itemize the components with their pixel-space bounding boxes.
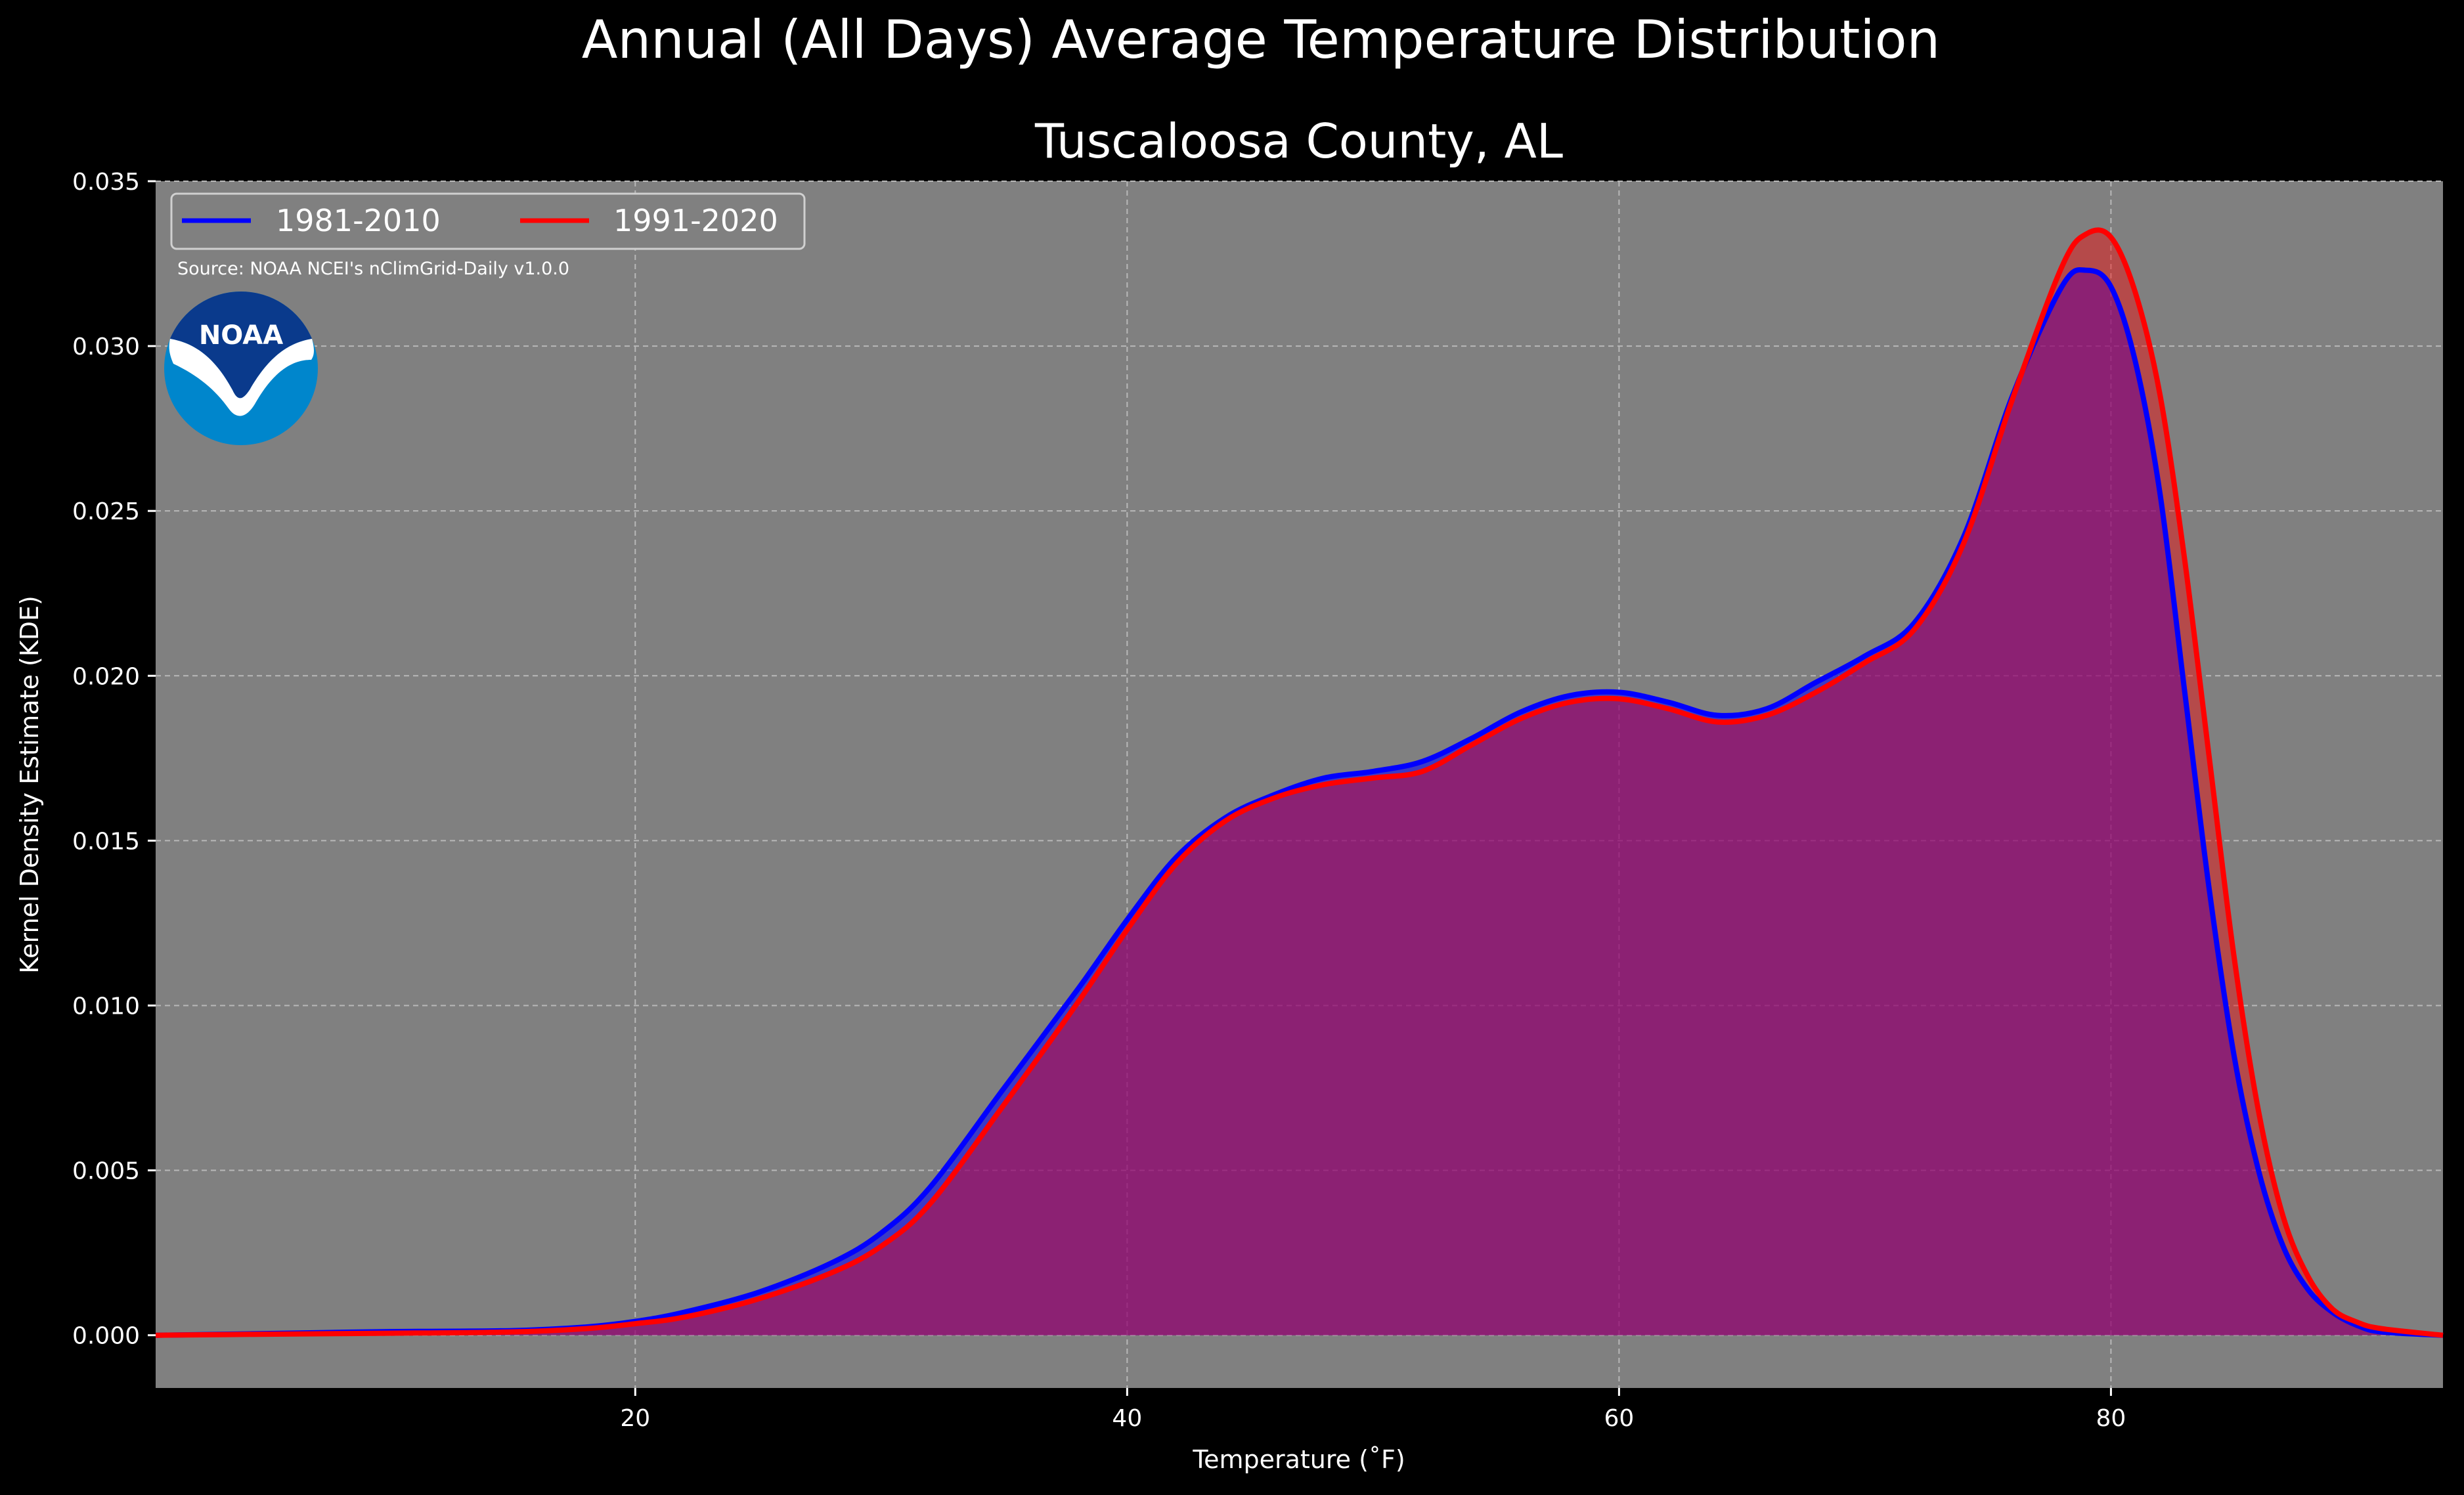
y-tick-label: 0.035 — [72, 169, 140, 196]
density-area-1981-2010 — [156, 270, 2443, 1335]
y-axis-ticks: 0.000 0.005 0.010 0.015 0.020 0.025 0.030 0.035 — [72, 169, 156, 1350]
y-tick-label: 0.030 — [72, 334, 140, 360]
noaa-logo-text: NOAA — [199, 320, 283, 351]
x-axis-ticks: 20 40 60 80 — [620, 1388, 2126, 1432]
x-axis-label: Temperature (˚F) — [1192, 1445, 1405, 1474]
legend-label-1981-2010: 1981-2010 — [276, 203, 441, 238]
y-tick-label: 0.005 — [72, 1158, 140, 1185]
y-axis-label: Kernel Density Estimate (KDE) — [15, 596, 44, 974]
y-tick-label: 0.010 — [72, 993, 140, 1020]
density-area-1991-2020 — [156, 230, 2443, 1335]
legend: 1981-2010 1991-2020 — [170, 192, 806, 250]
legend-box — [170, 192, 806, 250]
chart-subtitle: Tuscaloosa County, AL — [1034, 114, 1563, 169]
density-areas — [156, 230, 2443, 1335]
density-line-1981-2010 — [155, 267, 2444, 1338]
x-tick-label: 80 — [2096, 1405, 2126, 1432]
density-line-1991-2020 — [155, 227, 2444, 1338]
y-tick-label: 0.020 — [72, 663, 140, 690]
x-tick-label: 60 — [1604, 1405, 1634, 1432]
legend-label-1991-2020: 1991-2020 — [613, 203, 778, 238]
source-note: Source: NOAA NCEI's nClimGrid-Daily v1.0… — [177, 259, 569, 279]
y-tick-label: 0.015 — [72, 828, 140, 855]
noaa-logo: NOAA — [164, 292, 318, 445]
x-tick-label: 20 — [620, 1405, 650, 1432]
chart-title: Annual (All Days) Average Temperature Di… — [582, 9, 1940, 70]
y-tick-label: 0.000 — [72, 1323, 140, 1350]
y-tick-label: 0.025 — [72, 498, 140, 525]
density-lines — [155, 227, 2444, 1338]
x-tick-label: 40 — [1112, 1405, 1142, 1432]
